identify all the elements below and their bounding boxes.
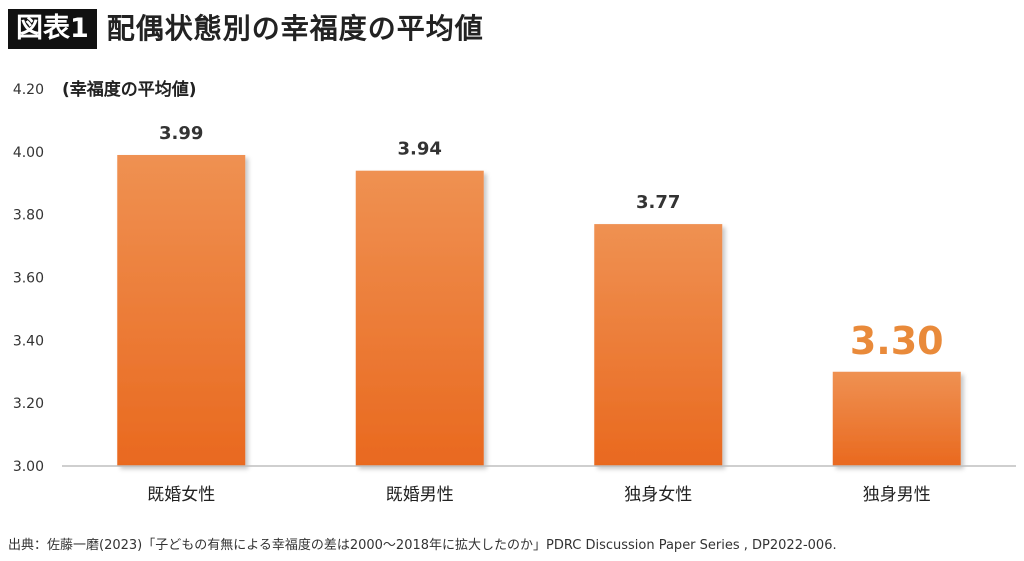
y-tick-label: 4.20 [13,82,44,98]
y-tick-label: 3.20 [13,396,44,412]
y-axis-title: (幸福度の平均値) [62,79,197,100]
x-category-label: 既婚男性 [386,485,454,505]
y-tick-label: 4.00 [13,145,44,161]
y-tick-label: 3.00 [13,459,44,475]
value-label: 3.94 [398,139,442,160]
bar [832,371,961,466]
x-category-label: 独身男性 [863,485,931,505]
source-citation: 出典：佐藤一磨(2023)「子どもの有無による幸福度の差は2000〜2018年に… [8,538,837,553]
y-tick-label: 3.80 [13,208,44,224]
x-category-label: 独身女性 [624,485,692,505]
value-label-highlight: 3.30 [850,319,944,363]
value-label: 3.99 [159,123,203,144]
y-tick-label: 3.40 [13,333,44,349]
figure-badge: 図表1 [8,9,97,49]
x-category-label: 既婚女性 [147,485,215,505]
bar [117,154,246,466]
value-label: 3.77 [636,192,680,213]
y-tick-label: 3.60 [13,271,44,287]
chart-title-row: 図表1 配偶状態別の幸福度の平均値 [8,8,484,50]
chart-title: 配偶状態別の幸福度の平均値 [106,12,484,45]
bar [594,224,723,466]
bar [355,170,484,466]
